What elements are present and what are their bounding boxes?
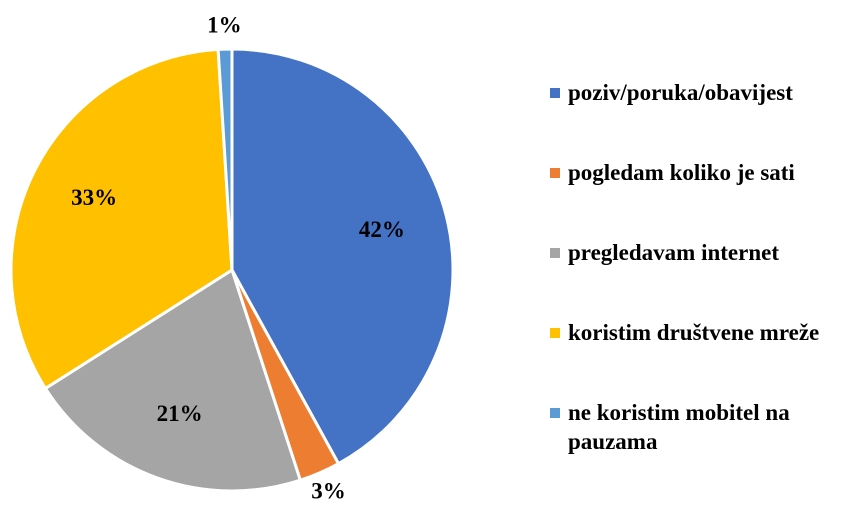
data-label: 3% bbox=[311, 478, 346, 503]
legend-label: koristim društvene mreže bbox=[568, 320, 820, 345]
legend-label: poziv/poruka/obavijest bbox=[568, 80, 793, 105]
pie-slice bbox=[9, 47, 234, 391]
legend-marker bbox=[550, 328, 560, 338]
legend-label: ne koristim mobitel na pauzama bbox=[568, 400, 790, 454]
pie-slice bbox=[230, 47, 455, 466]
legend: poziv/poruka/obavijest pogledam koliko je… bbox=[550, 78, 855, 478]
data-label: 33% bbox=[71, 185, 117, 210]
data-label: 42% bbox=[359, 217, 405, 242]
legend-label: pregledavam internet bbox=[568, 240, 780, 265]
legend-item: ne koristim mobitel na pauzama bbox=[550, 398, 855, 478]
legend-item: koristim društvene mreže bbox=[550, 318, 855, 398]
legend-marker bbox=[550, 248, 560, 258]
legend-marker bbox=[550, 88, 560, 98]
legend-item: pogledam koliko je sati bbox=[550, 158, 855, 238]
data-label: 21% bbox=[157, 401, 203, 426]
pie-slice bbox=[216, 47, 234, 271]
pie-slice bbox=[43, 267, 303, 493]
legend-item: pregledavam internet bbox=[550, 238, 855, 318]
legend-item: poziv/poruka/obavijest bbox=[550, 78, 855, 158]
legend-marker bbox=[550, 168, 560, 178]
legend-marker bbox=[550, 408, 560, 418]
legend-label: pogledam koliko je sati bbox=[568, 160, 795, 185]
data-label: 1% bbox=[207, 12, 242, 37]
